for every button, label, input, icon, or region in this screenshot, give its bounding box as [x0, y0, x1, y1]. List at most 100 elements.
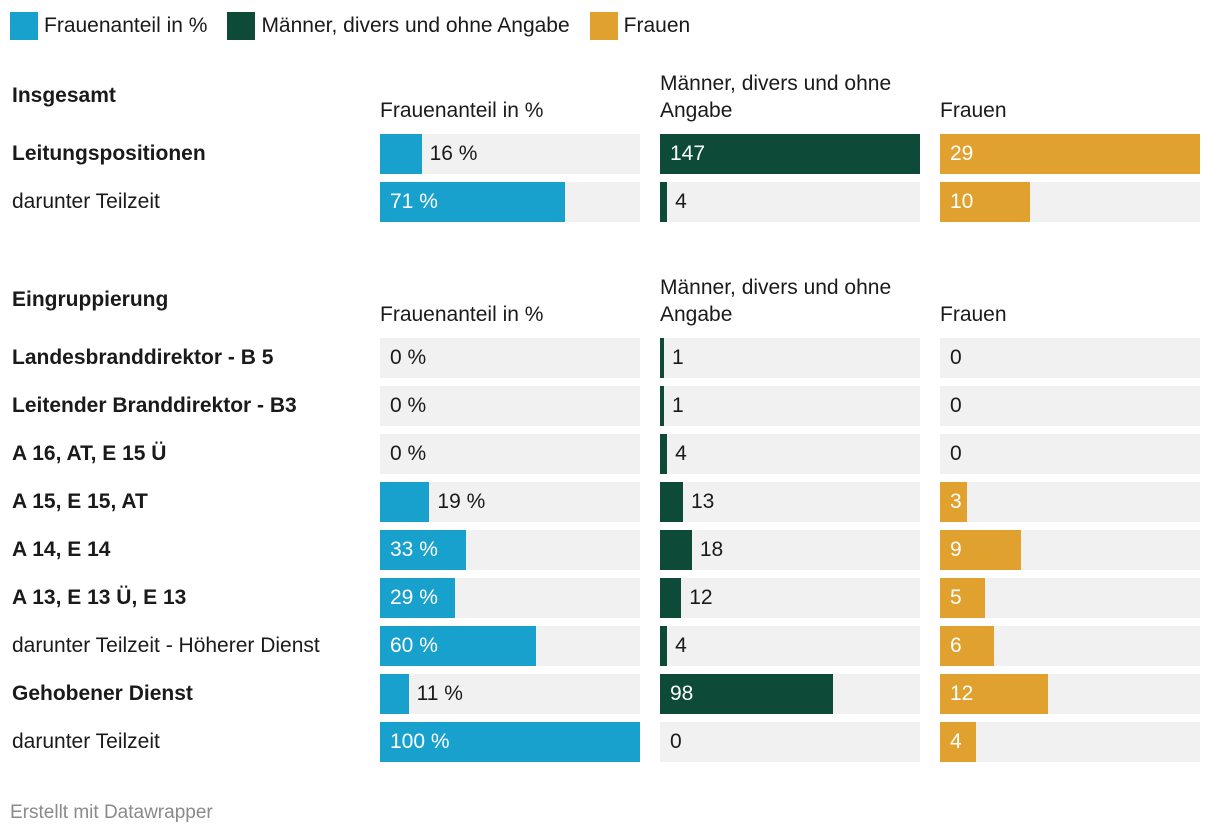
- value-label-women: 5: [950, 586, 962, 609]
- row-label: A 15, E 15, AT: [12, 490, 148, 513]
- value-label-men: 18: [699, 538, 724, 561]
- bar-share: [380, 674, 409, 714]
- value-label-women: 0: [950, 394, 962, 417]
- legend: Frauenanteil in % Männer, divers und ohn…: [10, 12, 710, 40]
- bar-women: [940, 482, 967, 522]
- bar-track-men: 4: [660, 626, 920, 666]
- value-label-men: 4: [675, 442, 687, 465]
- bar-share: [380, 182, 565, 222]
- bar-women: [940, 626, 994, 666]
- value-label-women: 12: [950, 682, 974, 705]
- bar-track-share: 19 %: [380, 482, 640, 522]
- column-header: Männer, divers und ohne Angabe: [660, 72, 892, 122]
- legend-swatch-women: [589, 12, 618, 40]
- bar-women: [940, 722, 976, 762]
- bar-track-men: 1: [660, 386, 920, 426]
- footer-credit: Erstellt mit Datawrapper: [10, 802, 213, 823]
- bar-track-women: 5: [940, 578, 1200, 618]
- bar-track-share: 71 %: [380, 182, 640, 222]
- value-label-women: 3: [950, 490, 962, 513]
- row-label: Leitungspositionen: [12, 142, 206, 165]
- bar-track-share: 0 %: [380, 434, 640, 474]
- bar-track-share: 0 %: [380, 386, 640, 426]
- value-label-men: 13: [690, 490, 715, 513]
- value-label-men: 1: [672, 394, 684, 417]
- bar-track-women: 9: [940, 530, 1200, 570]
- value-label-women: 10: [950, 190, 974, 213]
- bar-men: [660, 134, 920, 174]
- bar-men: [660, 626, 668, 666]
- bar-men: [660, 674, 834, 714]
- legend-item-women: Frauen: [589, 12, 690, 40]
- column-header: Frauen: [940, 303, 1007, 326]
- row-label: darunter Teilzeit: [12, 190, 160, 213]
- value-label-share: 60 %: [390, 634, 438, 657]
- bar-share: [380, 530, 466, 570]
- value-label-men: 4: [675, 190, 687, 213]
- value-label-women: 29: [950, 142, 974, 165]
- value-label-share: 29 %: [390, 586, 438, 609]
- bar-track-women: 29: [940, 134, 1200, 174]
- bar-women: [940, 182, 1030, 222]
- value-label-women: 4: [950, 730, 962, 753]
- bar-track-share: 33 %: [380, 530, 640, 570]
- bar-track-men: 98: [660, 674, 920, 714]
- column-header: Männer, divers und ohne Angabe: [660, 276, 892, 326]
- row-label: A 13, E 13 Ü, E 13: [12, 586, 187, 609]
- bar-track-women: 4: [940, 722, 1200, 762]
- value-label-men: 98: [670, 682, 694, 705]
- bar-women: [940, 674, 1048, 714]
- bar-track-share: 29 %: [380, 578, 640, 618]
- legend-swatch-men: [227, 12, 256, 40]
- row-label: darunter Teilzeit - Höherer Dienst: [12, 634, 320, 657]
- bar-track-share: 16 %: [380, 134, 640, 174]
- row-label: A 14, E 14: [12, 538, 111, 561]
- bar-men: [660, 434, 668, 474]
- bar-track-men: 4: [660, 434, 920, 474]
- bar-track-women: 10: [940, 182, 1200, 222]
- bar-track-women: 3: [940, 482, 1200, 522]
- row-label: Landesbranddirektor - B 5: [12, 346, 274, 369]
- legend-swatch-share: [10, 12, 38, 40]
- bar-track-men: 13: [660, 482, 920, 522]
- bar-track-share: 100 %: [380, 722, 640, 762]
- bar-women: [940, 578, 985, 618]
- bar-share: [380, 626, 536, 666]
- column-header: Frauenanteil in %: [380, 303, 544, 326]
- value-label-men: 4: [675, 634, 687, 657]
- bar-track-men: 4: [660, 182, 920, 222]
- legend-item-men: Männer, divers und ohne Angabe: [227, 12, 570, 40]
- bar-share: [380, 482, 430, 522]
- value-label-women: 0: [950, 442, 962, 465]
- row-label: darunter Teilzeit: [12, 730, 160, 753]
- legend-label-men: Männer, divers und ohne Angabe: [261, 14, 570, 37]
- bar-men: [660, 578, 682, 618]
- bar-track-women: 0: [940, 434, 1200, 474]
- column-header: Frauen: [940, 99, 1007, 122]
- bar-women: [940, 134, 1200, 174]
- value-label-women: 9: [950, 538, 962, 561]
- bar-men: [660, 386, 664, 426]
- bar-women: [940, 530, 1021, 570]
- value-label-share: 100 %: [390, 730, 450, 753]
- section-heading: Eingruppierung: [12, 288, 169, 311]
- value-label-share: 71 %: [390, 190, 438, 213]
- section-heading: Insgesamt: [12, 84, 116, 107]
- bar-track-women: 0: [940, 386, 1200, 426]
- value-label-share: 0 %: [390, 442, 427, 465]
- bar-track-women: 12: [940, 674, 1200, 714]
- value-label-share: 16 %: [429, 142, 478, 165]
- legend-label-share: Frauenanteil in %: [44, 14, 208, 37]
- bar-men: [660, 338, 664, 378]
- value-label-women: 6: [950, 634, 962, 657]
- value-label-share: 19 %: [437, 490, 486, 513]
- bar-men: [660, 530, 692, 570]
- bar-track-share: 11 %: [380, 674, 640, 714]
- row-label: A 16, AT, E 15 Ü: [12, 442, 167, 465]
- bar-men: [660, 482, 683, 522]
- value-label-share: 33 %: [390, 538, 438, 561]
- value-label-men: 1: [672, 346, 684, 369]
- value-label-share: 11 %: [416, 682, 463, 705]
- bar-track-women: 6: [940, 626, 1200, 666]
- value-label-women: 0: [950, 346, 962, 369]
